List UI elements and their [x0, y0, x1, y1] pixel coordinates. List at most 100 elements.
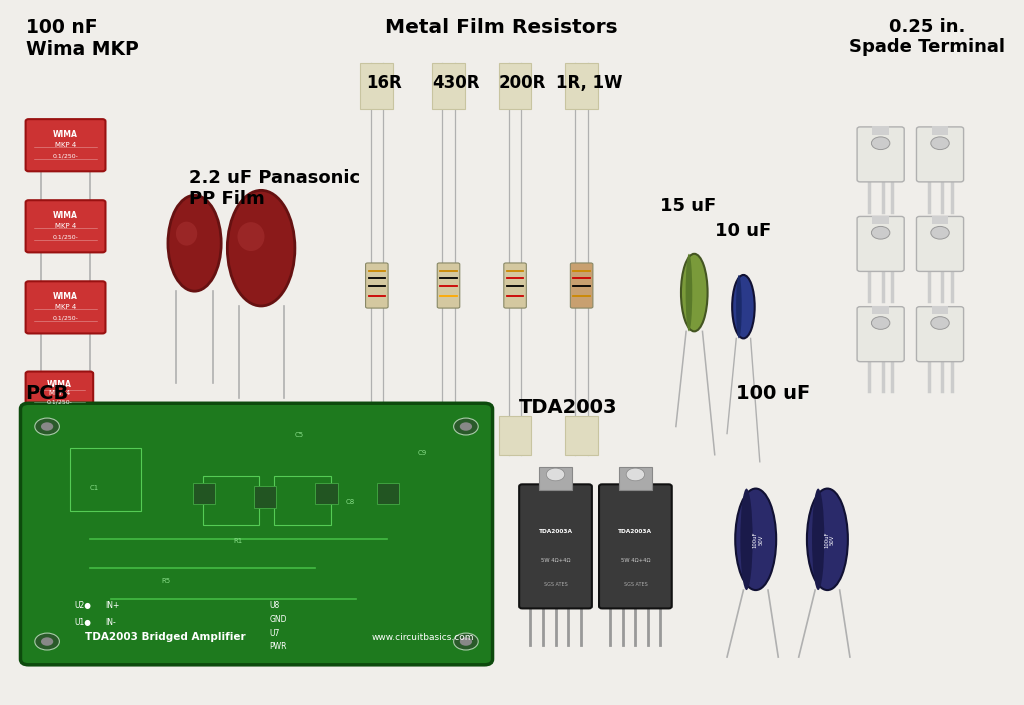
Text: R1: R1: [233, 538, 243, 544]
Circle shape: [41, 637, 53, 646]
Bar: [203, 476, 259, 525]
Circle shape: [460, 637, 472, 646]
Text: 0.1/250-: 0.1/250-: [46, 399, 73, 404]
Ellipse shape: [812, 489, 824, 590]
Text: U1●: U1●: [75, 618, 91, 627]
Text: TDA2003 Bridged Amplifier: TDA2003 Bridged Amplifier: [85, 632, 246, 642]
Text: 430R: 430R: [432, 74, 479, 92]
Ellipse shape: [732, 275, 755, 338]
Bar: [254, 486, 276, 508]
Circle shape: [547, 468, 565, 481]
FancyBboxPatch shape: [437, 263, 460, 308]
Text: WIMA: WIMA: [53, 130, 78, 139]
Text: 0.25 in.
Spade Terminal: 0.25 in. Spade Terminal: [849, 18, 1005, 56]
Text: 0.1/250-: 0.1/250-: [52, 315, 79, 321]
Text: C1: C1: [90, 485, 99, 491]
Bar: [193, 483, 215, 504]
Text: U8: U8: [269, 601, 280, 610]
FancyBboxPatch shape: [20, 403, 493, 665]
Circle shape: [931, 226, 949, 239]
Ellipse shape: [740, 489, 753, 590]
Text: TDA2003: TDA2003: [519, 398, 617, 417]
Circle shape: [35, 633, 59, 650]
Bar: [932, 216, 948, 224]
Ellipse shape: [176, 221, 198, 245]
FancyBboxPatch shape: [26, 281, 105, 333]
Text: 100uF
50V: 100uF 50V: [753, 531, 763, 548]
Circle shape: [454, 418, 478, 435]
Circle shape: [871, 226, 890, 239]
Text: 100uF
50V: 100uF 50V: [824, 531, 835, 548]
Circle shape: [871, 317, 890, 329]
FancyBboxPatch shape: [366, 263, 388, 308]
FancyBboxPatch shape: [26, 119, 105, 171]
Text: MKP 4: MKP 4: [55, 142, 76, 148]
Text: GND: GND: [269, 615, 287, 624]
Bar: [70, 448, 141, 511]
FancyBboxPatch shape: [499, 63, 531, 109]
FancyBboxPatch shape: [565, 63, 598, 109]
Ellipse shape: [736, 275, 741, 338]
Bar: [377, 483, 399, 504]
FancyBboxPatch shape: [570, 263, 593, 308]
Bar: [932, 126, 948, 135]
Text: 10 uF: 10 uF: [716, 222, 771, 240]
Text: 0.1/250-: 0.1/250-: [52, 153, 79, 159]
Ellipse shape: [735, 489, 776, 590]
Text: C5: C5: [295, 432, 304, 438]
Text: www.circuitbasics.com: www.circuitbasics.com: [372, 632, 474, 642]
Bar: [872, 306, 889, 314]
FancyBboxPatch shape: [504, 263, 526, 308]
Text: 0.1/250-: 0.1/250-: [52, 234, 79, 240]
Bar: [618, 467, 652, 490]
Bar: [274, 476, 331, 525]
Text: MKP 4: MKP 4: [49, 390, 70, 396]
Bar: [872, 216, 889, 224]
FancyBboxPatch shape: [432, 416, 465, 455]
Text: TDA2003A: TDA2003A: [618, 529, 652, 534]
FancyBboxPatch shape: [857, 216, 904, 271]
Circle shape: [931, 317, 949, 329]
Text: IN-: IN-: [105, 618, 116, 627]
Bar: [932, 306, 948, 314]
Text: 1R, 1W: 1R, 1W: [556, 74, 622, 92]
Text: TDA2003A: TDA2003A: [539, 529, 572, 534]
Text: WIMA: WIMA: [53, 212, 78, 220]
Ellipse shape: [168, 195, 221, 291]
Text: 2.2 uF Panasonic
PP Film: 2.2 uF Panasonic PP Film: [189, 169, 360, 208]
Circle shape: [460, 422, 472, 431]
FancyBboxPatch shape: [565, 416, 598, 455]
Text: 100 nF
Wima MKP: 100 nF Wima MKP: [26, 18, 138, 59]
FancyBboxPatch shape: [360, 63, 393, 109]
Bar: [872, 126, 889, 135]
Ellipse shape: [238, 222, 264, 251]
Text: PWR: PWR: [269, 642, 287, 651]
Circle shape: [454, 633, 478, 650]
Text: 5W 4Ω+4Ω: 5W 4Ω+4Ω: [621, 558, 650, 563]
FancyBboxPatch shape: [916, 127, 964, 182]
Text: C9: C9: [418, 450, 427, 455]
Ellipse shape: [227, 190, 295, 306]
FancyBboxPatch shape: [857, 307, 904, 362]
Ellipse shape: [681, 254, 708, 331]
FancyBboxPatch shape: [857, 127, 904, 182]
FancyBboxPatch shape: [519, 484, 592, 608]
FancyBboxPatch shape: [916, 216, 964, 271]
Text: 100 uF: 100 uF: [736, 384, 810, 403]
Bar: [315, 483, 338, 504]
FancyBboxPatch shape: [26, 372, 93, 415]
FancyBboxPatch shape: [26, 200, 105, 252]
Circle shape: [931, 137, 949, 149]
FancyBboxPatch shape: [599, 484, 672, 608]
Circle shape: [41, 422, 53, 431]
Text: U7: U7: [269, 629, 280, 638]
Text: R5: R5: [162, 578, 171, 584]
Text: MKP 4: MKP 4: [55, 223, 76, 229]
FancyBboxPatch shape: [499, 416, 531, 455]
Ellipse shape: [686, 254, 692, 331]
Text: 200R: 200R: [499, 74, 546, 92]
Text: 5W 4Ω+4Ω: 5W 4Ω+4Ω: [541, 558, 570, 563]
Circle shape: [871, 137, 890, 149]
FancyBboxPatch shape: [432, 63, 465, 109]
Circle shape: [35, 418, 59, 435]
